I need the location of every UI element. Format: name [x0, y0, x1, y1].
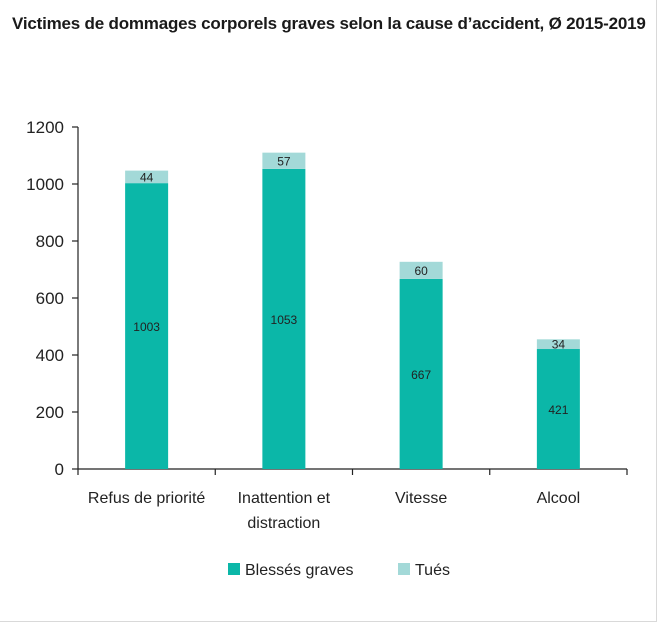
data-label: 421 — [548, 403, 568, 417]
bar-blesses-graves — [399, 278, 443, 469]
y-tick-label: 400 — [36, 346, 64, 365]
y-tick-label: 1200 — [26, 118, 64, 137]
data-label: 57 — [277, 154, 291, 168]
x-category-label: Inattention et — [238, 490, 331, 507]
bar-tues — [262, 152, 306, 169]
x-category-label: Refus de priorité — [88, 490, 205, 507]
legend-swatch — [398, 563, 410, 575]
x-category-label: distraction — [247, 515, 320, 532]
x-category-label: Alcool — [537, 490, 581, 507]
data-label: 667 — [411, 368, 431, 382]
y-tick-label: 600 — [36, 289, 64, 308]
data-label: 60 — [414, 264, 428, 278]
data-label: 1003 — [133, 320, 160, 334]
y-tick-label: 0 — [55, 460, 64, 479]
y-tick-label: 200 — [36, 403, 64, 422]
bar-tues — [399, 261, 443, 279]
data-label: 1053 — [271, 313, 298, 327]
bar-blesses-graves — [262, 168, 306, 469]
y-tick-label: 800 — [36, 232, 64, 251]
bar-tues — [536, 339, 580, 350]
bar-blesses-graves — [536, 349, 580, 469]
bar-tues — [125, 170, 169, 184]
bar-blesses-graves — [125, 183, 169, 469]
legend-label: Blessés graves — [245, 562, 354, 579]
x-category-label: Vitesse — [395, 490, 447, 507]
data-label: 34 — [552, 338, 566, 352]
legend-swatch — [228, 563, 240, 575]
legend-label: Tués — [415, 562, 450, 579]
y-tick-label: 1000 — [26, 175, 64, 194]
chart-title: Victimes de dommages corporels graves se… — [12, 14, 646, 33]
data-label: 44 — [140, 170, 154, 184]
